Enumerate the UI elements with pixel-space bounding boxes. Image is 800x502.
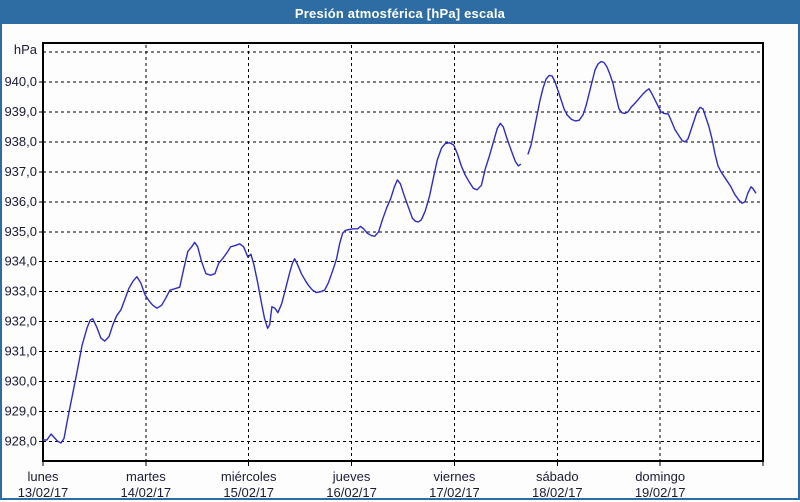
x-axis-day-label: domingo — [635, 469, 685, 484]
x-axis-day-label: martes — [126, 469, 166, 484]
x-axis-day-label: lunes — [27, 469, 59, 484]
y-axis-label: 936,0 — [4, 194, 37, 209]
x-axis-date-label: 19/02/17 — [635, 485, 686, 500]
y-axis-label: 940,0 — [4, 74, 37, 89]
y-axis-label: 932,0 — [4, 314, 37, 329]
y-axis-label: 935,0 — [4, 224, 37, 239]
x-axis-date-label: 13/02/17 — [18, 485, 69, 500]
y-axis-label: 938,0 — [4, 134, 37, 149]
window-titlebar: Presión atmosférica [hPa] escala — [2, 2, 798, 24]
x-axis-date-label: 14/02/17 — [121, 485, 172, 500]
x-axis-date-label: 18/02/17 — [532, 485, 583, 500]
x-axis-date-label: 17/02/17 — [429, 485, 480, 500]
x-axis-day-label: jueves — [332, 469, 371, 484]
y-axis-label: 939,0 — [4, 104, 37, 119]
x-axis-day-label: sábado — [536, 469, 579, 484]
y-axis-label: 929,0 — [4, 404, 37, 419]
y-axis-label: 931,0 — [4, 344, 37, 359]
pressure-line — [527, 60, 757, 205]
y-axis-label: 937,0 — [4, 164, 37, 179]
y-axis-label: 934,0 — [4, 254, 37, 269]
y-axis-label: 930,0 — [4, 374, 37, 389]
x-axis-day-label: miércoles — [221, 469, 277, 484]
y-axis-label: 933,0 — [4, 284, 37, 299]
plot-frame — [42, 42, 764, 462]
pressure-line — [42, 122, 522, 444]
x-axis-date-label: 16/02/17 — [326, 485, 377, 500]
y-axis-unit-label: hPa — [14, 42, 38, 57]
y-axis-label: 928,0 — [4, 434, 37, 449]
x-axis-date-label: 15/02/17 — [223, 485, 274, 500]
window-title: Presión atmosférica [hPa] escala — [294, 5, 506, 21]
x-axis-day-label: viernes — [433, 469, 475, 484]
